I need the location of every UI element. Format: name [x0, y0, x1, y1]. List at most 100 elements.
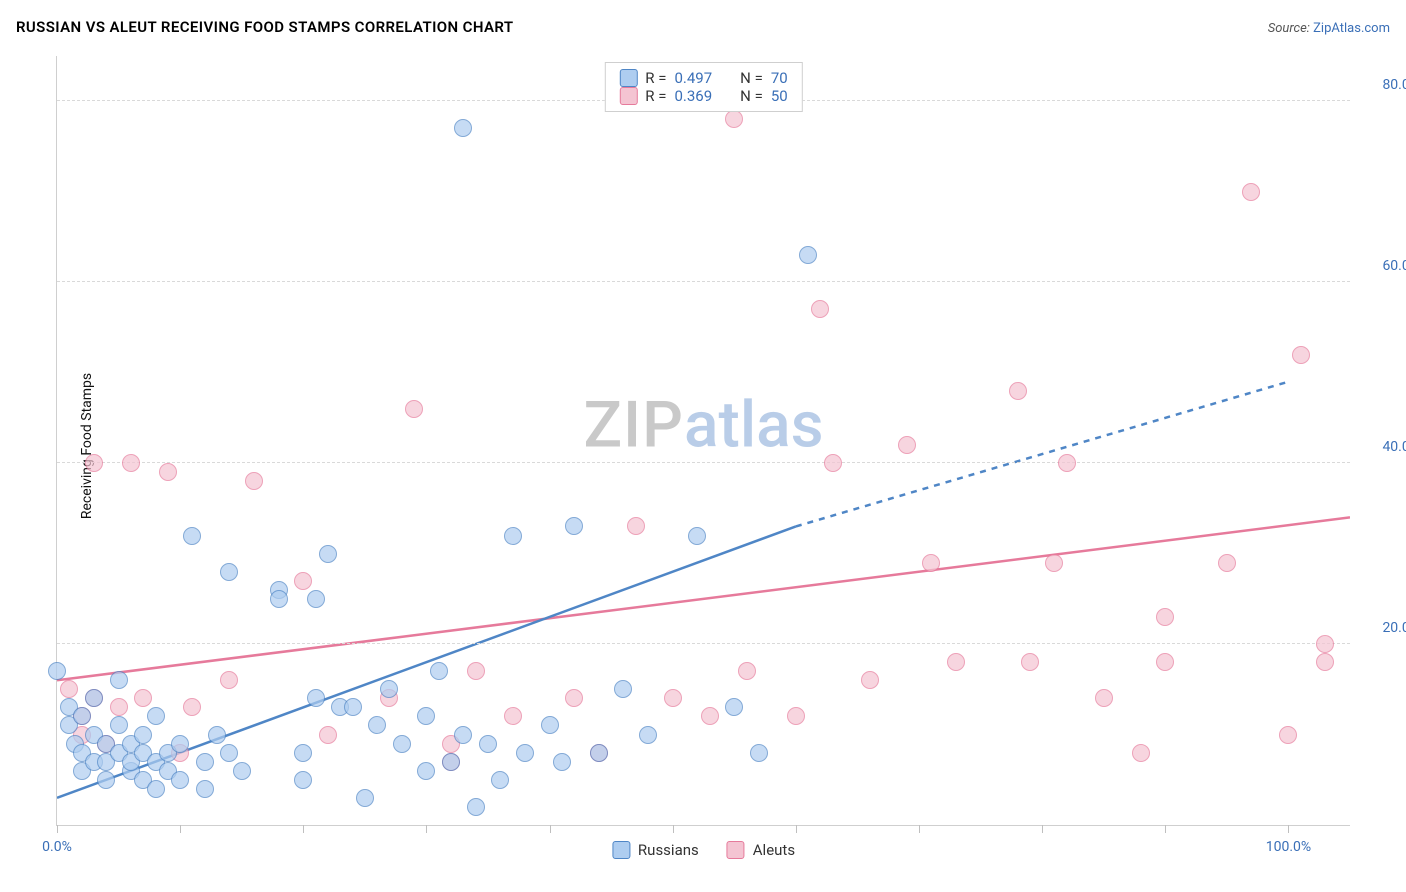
scatter-point-russians	[307, 590, 325, 608]
scatter-point-russians	[393, 735, 411, 753]
scatter-point-aleuts	[922, 554, 940, 572]
scatter-point-aleuts	[725, 110, 743, 128]
scatter-point-russians	[147, 780, 165, 798]
scatter-point-russians	[799, 246, 817, 264]
scatter-point-russians	[541, 716, 559, 734]
scatter-point-aleuts	[405, 400, 423, 418]
scatter-point-aleuts	[159, 463, 177, 481]
legend-n-label: N =	[740, 87, 763, 105]
title-bar: RUSSIAN VS ALEUT RECEIVING FOOD STAMPS C…	[16, 18, 1390, 36]
gridline-y	[57, 643, 1350, 644]
scatter-point-russians	[220, 563, 238, 581]
legend-label: Aleuts	[753, 841, 795, 859]
watermark: ZIPatlas	[583, 388, 823, 463]
gridline-y	[57, 462, 1350, 463]
scatter-point-russians	[688, 527, 706, 545]
legend-r-value: 0.369	[674, 87, 712, 105]
scatter-point-russians	[196, 780, 214, 798]
scatter-point-aleuts	[1009, 382, 1027, 400]
legend-label: Russians	[638, 841, 699, 859]
scatter-point-aleuts	[947, 653, 965, 671]
legend-row: R = 0.497 N = 70	[619, 69, 787, 87]
x-tick	[180, 825, 181, 833]
scatter-point-russians	[220, 744, 238, 762]
scatter-point-aleuts	[319, 726, 337, 744]
watermark-part-b: atlas	[684, 388, 824, 463]
legend-series: Russians Aleuts	[612, 841, 795, 859]
scatter-point-russians	[294, 744, 312, 762]
scatter-point-russians	[356, 789, 374, 807]
scatter-point-russians	[171, 771, 189, 789]
scatter-point-aleuts	[134, 689, 152, 707]
scatter-point-russians	[553, 753, 571, 771]
trend-line	[796, 382, 1289, 527]
scatter-point-russians	[344, 698, 362, 716]
legend-r-value: 0.497	[674, 69, 712, 87]
scatter-point-aleuts	[861, 671, 879, 689]
chart-source: Source: ZipAtlas.com	[1268, 21, 1390, 36]
scatter-point-aleuts	[824, 454, 842, 472]
x-tick	[673, 825, 674, 833]
scatter-point-russians	[590, 744, 608, 762]
source-value: ZipAtlas.com	[1313, 21, 1390, 36]
x-tick	[550, 825, 551, 833]
scatter-point-aleuts	[1218, 554, 1236, 572]
scatter-point-aleuts	[1316, 653, 1334, 671]
scatter-point-aleuts	[1242, 183, 1260, 201]
scatter-point-russians	[417, 762, 435, 780]
scatter-point-aleuts	[565, 689, 583, 707]
scatter-point-aleuts	[183, 698, 201, 716]
scatter-point-aleuts	[811, 300, 829, 318]
scatter-point-russians	[750, 744, 768, 762]
legend-r-label: R =	[645, 87, 666, 105]
scatter-point-aleuts	[1132, 744, 1150, 762]
scatter-point-russians	[454, 726, 472, 744]
scatter-point-russians	[319, 545, 337, 563]
legend-n-label: N =	[740, 69, 763, 87]
legend-item: Russians	[612, 841, 699, 859]
legend-n-value: 70	[771, 69, 788, 87]
scatter-point-aleuts	[701, 707, 719, 725]
scatter-point-aleuts	[1316, 635, 1334, 653]
x-tick	[796, 825, 797, 833]
x-tick	[919, 825, 920, 833]
scatter-point-russians	[196, 753, 214, 771]
scatter-point-russians	[639, 726, 657, 744]
source-label: Source:	[1268, 21, 1310, 36]
legend-correlation: R = 0.497 N = 70 R = 0.369 N = 50	[604, 62, 802, 112]
scatter-point-aleuts	[220, 671, 238, 689]
scatter-point-russians	[479, 735, 497, 753]
scatter-point-aleuts	[1095, 689, 1113, 707]
scatter-point-russians	[134, 726, 152, 744]
x-tick	[303, 825, 304, 833]
scatter-point-russians	[307, 689, 325, 707]
scatter-point-aleuts	[245, 472, 263, 490]
scatter-point-russians	[110, 671, 128, 689]
x-tick-label: 0.0%	[42, 839, 72, 855]
legend-swatch	[619, 69, 637, 87]
scatter-point-russians	[233, 762, 251, 780]
scatter-point-russians	[454, 119, 472, 137]
scatter-point-aleuts	[1156, 608, 1174, 626]
legend-r-label: R =	[645, 69, 666, 87]
scatter-point-russians	[85, 689, 103, 707]
scatter-point-aleuts	[294, 572, 312, 590]
scatter-point-russians	[467, 798, 485, 816]
scatter-point-russians	[565, 517, 583, 535]
scatter-point-aleuts	[1045, 554, 1063, 572]
scatter-point-aleuts	[664, 689, 682, 707]
y-tick-label: 60.0%	[1360, 258, 1406, 274]
scatter-point-russians	[430, 662, 448, 680]
scatter-point-russians	[368, 716, 386, 734]
legend-swatch	[612, 841, 630, 859]
scatter-point-russians	[516, 744, 534, 762]
scatter-point-aleuts	[627, 517, 645, 535]
legend-n-value: 50	[771, 87, 788, 105]
x-tick	[426, 825, 427, 833]
scatter-point-russians	[294, 771, 312, 789]
scatter-point-aleuts	[1292, 346, 1310, 364]
x-tick	[1288, 825, 1289, 833]
scatter-point-aleuts	[60, 680, 78, 698]
scatter-point-russians	[504, 527, 522, 545]
x-tick-label: 100.0%	[1266, 839, 1311, 855]
